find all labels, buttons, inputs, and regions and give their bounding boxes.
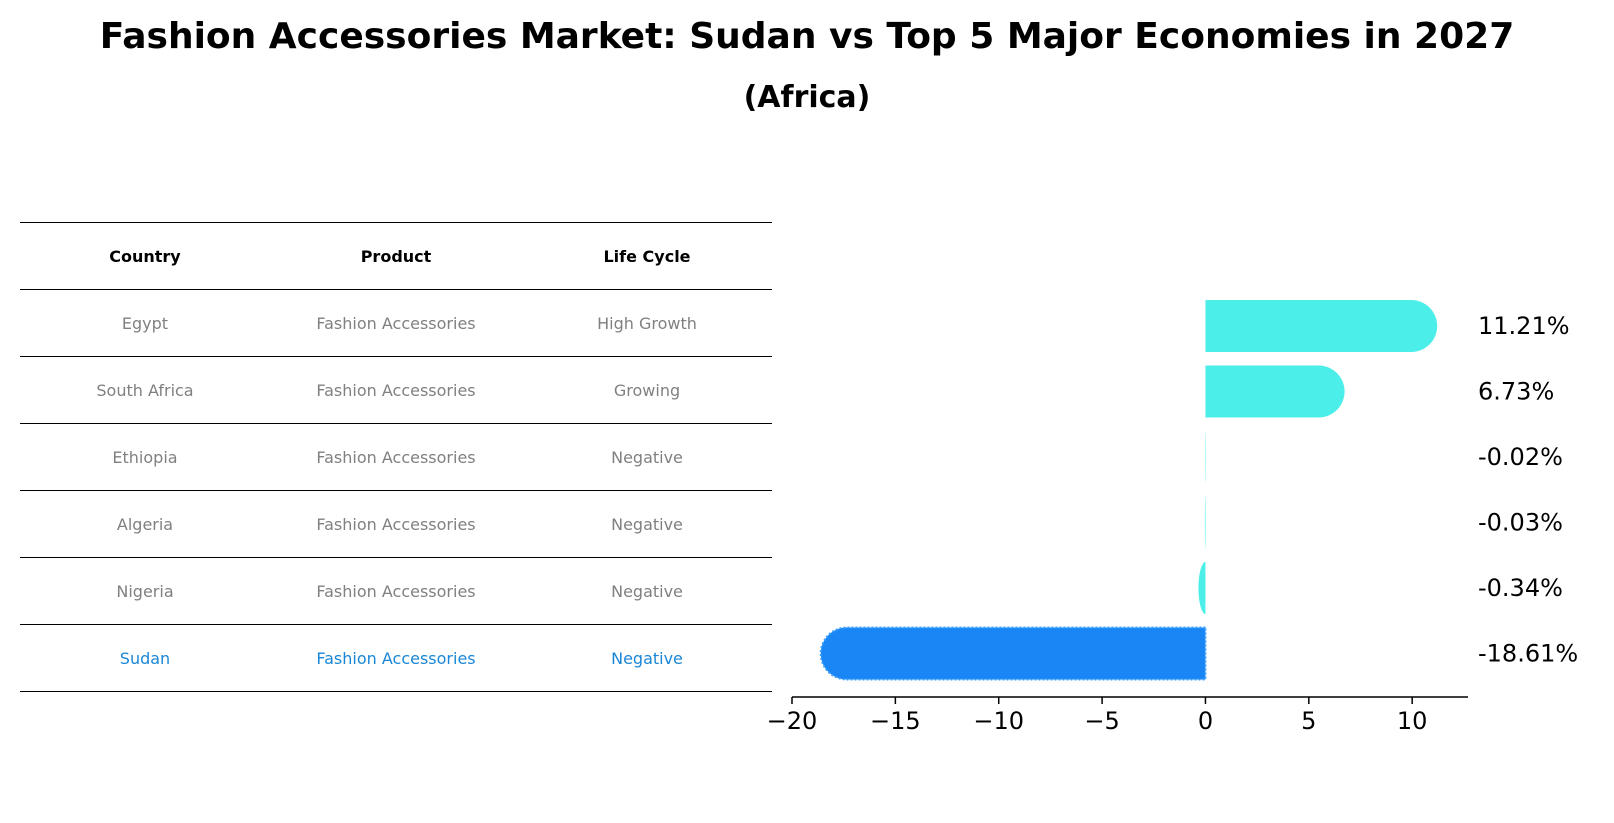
table-row: South Africa Fashion Accessories Growing [20,356,772,423]
table-row-highlight: Sudan Fashion Accessories Negative [20,624,772,692]
cell-product: Fashion Accessories [316,313,476,333]
value-label: -18.61% [1478,640,1578,668]
cell-country: Sudan [119,648,171,668]
x-tick-label: −5 [1084,707,1119,735]
cell-country: Nigeria [116,581,174,601]
cell-country: Egypt [121,313,169,333]
cell-life-cycle: Negative [611,648,683,668]
value-label: -0.03% [1478,509,1563,537]
cell-product: Fashion Accessories [316,581,476,601]
cell-country: South Africa [96,380,194,400]
header-product: Product [360,246,432,266]
x-tick-label: −10 [973,707,1024,735]
bar-egypt [1205,300,1438,352]
bar-algeria [1204,496,1206,549]
chart-subtitle: (Africa) [743,80,871,115]
cell-life-cycle: Negative [611,447,683,467]
value-label: -0.02% [1478,443,1563,471]
header-country: Country [109,246,181,266]
x-tick-label: 0 [1198,707,1213,735]
x-tick-label: −15 [870,707,921,735]
table-row: Nigeria Fashion Accessories Negative [20,557,772,624]
bar-nigeria [1198,562,1206,614]
cell-country: Ethiopia [112,447,178,467]
header-life-cycle: Life Cycle [603,246,691,266]
table-row: Ethiopia Fashion Accessories Negative [20,423,772,490]
table-row: Algeria Fashion Accessories Negative [20,490,772,557]
cell-life-cycle: Negative [611,581,683,601]
x-tick-label: 10 [1397,707,1428,735]
value-label: 11.21% [1478,312,1570,340]
cell-life-cycle: Negative [611,514,683,534]
x-tick-label: −20 [767,707,818,735]
value-label: -0.34% [1478,574,1563,602]
cell-life-cycle: Growing [613,380,681,400]
value-label: 6.73% [1478,378,1554,406]
cell-country: Algeria [116,514,174,534]
cell-product: Fashion Accessories [316,648,476,668]
table-row: Egypt Fashion Accessories High Growth [20,289,772,356]
bar-sudan [819,626,1207,681]
cell-product: Fashion Accessories [316,514,476,534]
cell-product: Fashion Accessories [316,380,476,400]
x-tick-label: 5 [1301,707,1316,735]
table-header-row: Country Product Life Cycle [20,222,772,289]
chart-title: Fashion Accessories Market: Sudan vs Top… [99,16,1515,57]
cell-life-cycle: High Growth [597,313,697,333]
lifecycle-table: Country Product Life Cycle Egypt Fashion… [20,222,772,692]
cell-product: Fashion Accessories [316,447,476,467]
bar-south-africa [1205,365,1345,418]
